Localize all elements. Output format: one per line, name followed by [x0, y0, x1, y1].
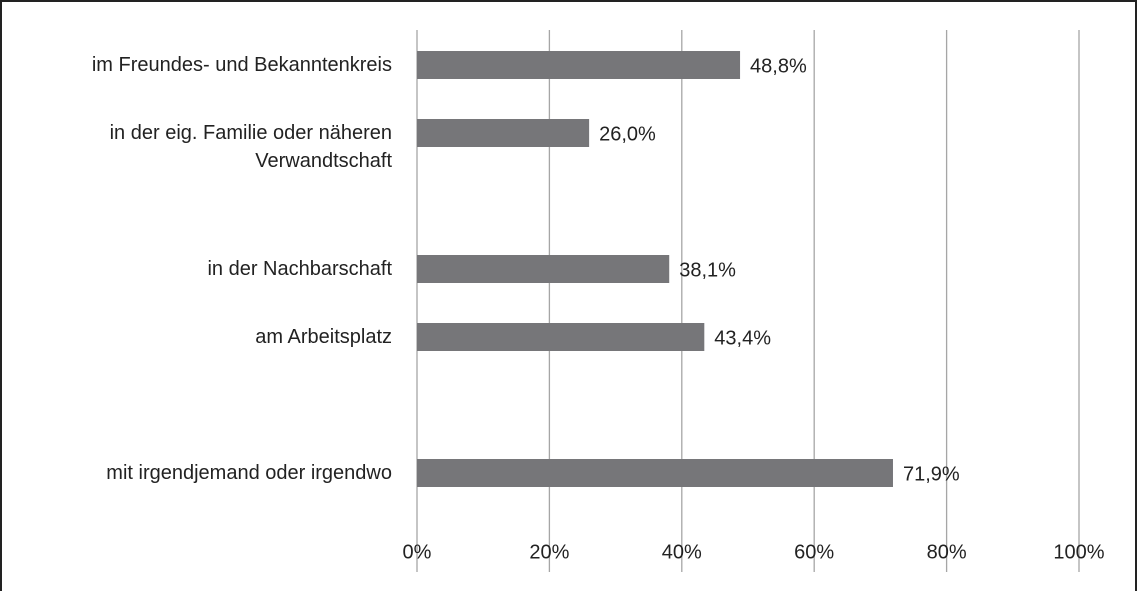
value-label: 43,4%	[714, 327, 771, 349]
category-label: im Freundes- und Bekanntenkreis	[91, 54, 392, 76]
value-label: 48,8%	[750, 55, 807, 77]
x-tick-label: 20%	[529, 541, 569, 563]
value-label: 26,0%	[599, 123, 656, 145]
value-label: 38,1%	[679, 259, 736, 281]
category-label: mit irgendjemand oder irgendwo	[106, 462, 392, 484]
x-tick-label: 80%	[927, 541, 967, 563]
bar	[417, 119, 590, 147]
value-label: 71,9%	[903, 463, 960, 485]
x-tick-label: 0%	[403, 541, 432, 563]
bar	[417, 459, 893, 487]
category-label: in der eig. Familie oder näheren Verwand…	[109, 122, 392, 172]
category-label: am Arbeitsplatz	[255, 326, 392, 348]
x-tick-label: 100%	[1053, 541, 1104, 563]
x-tick-label: 40%	[662, 541, 702, 563]
bar	[417, 323, 705, 351]
x-tick-label: 60%	[794, 541, 834, 563]
category-label: in der Nachbarschaft	[207, 258, 392, 280]
bar	[417, 51, 741, 79]
bar	[417, 255, 670, 283]
